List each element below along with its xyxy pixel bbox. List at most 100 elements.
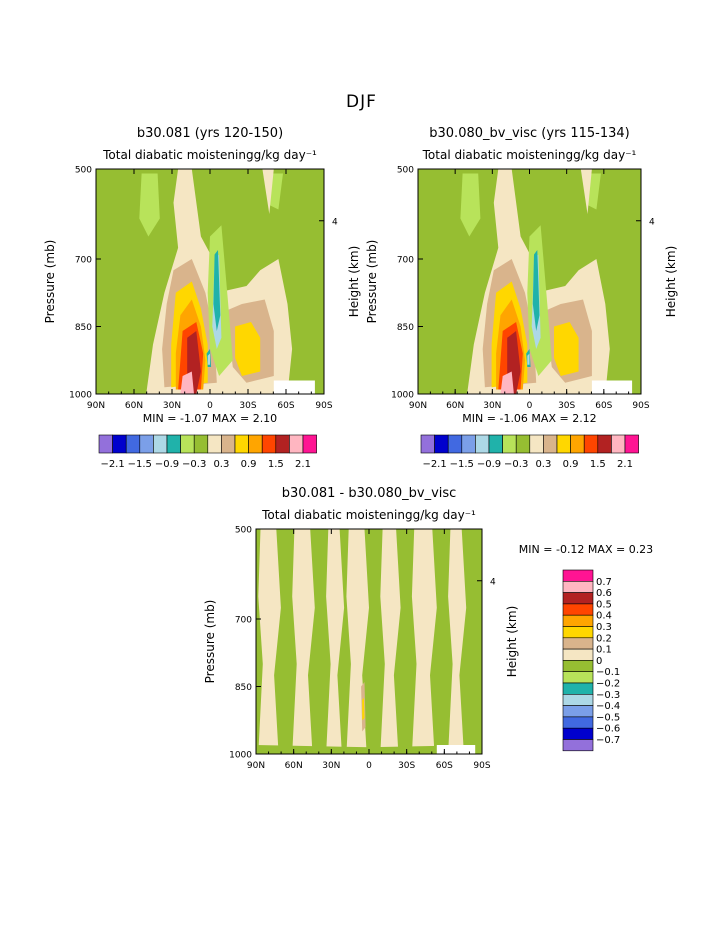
contour-region bbox=[213, 250, 221, 331]
chart-subtitle: Total diabatic moisteningg/kg day⁻¹ bbox=[102, 148, 317, 162]
contour-region bbox=[273, 380, 315, 394]
colorbar-swatch bbox=[248, 434, 263, 454]
colorbar-swatch bbox=[275, 434, 290, 454]
colorbar-label: 0.4 bbox=[596, 611, 612, 622]
x-tick-label: 30N bbox=[322, 761, 340, 771]
colorbar-label: −0.3 bbox=[504, 459, 528, 470]
y-axis-label: Pressure (mb) bbox=[203, 600, 217, 684]
colorbar-swatch bbox=[562, 682, 594, 695]
chart-panel-2: b30.080_bv_visc (yrs 115-134) Total diaba… bbox=[365, 126, 678, 470]
colorbar-swatch bbox=[562, 705, 594, 718]
y-tick-label: 700 bbox=[235, 616, 252, 626]
chart-title: b30.080_bv_visc (yrs 115-134) bbox=[429, 126, 629, 141]
colorbar-label: −2.1 bbox=[100, 459, 124, 470]
colorbar-swatch bbox=[562, 727, 594, 740]
x-tick-label: 0 bbox=[366, 761, 372, 771]
y-right-axis-label: Height (km) bbox=[505, 606, 519, 677]
colorbar-swatch bbox=[562, 739, 594, 752]
contour-region bbox=[580, 169, 592, 214]
colorbar-label: −1.5 bbox=[450, 459, 474, 470]
colorbar-label: 1.5 bbox=[590, 459, 606, 470]
y-tick-label: 1000 bbox=[229, 751, 252, 761]
colorbar-swatch bbox=[302, 434, 317, 454]
colorbar-swatch bbox=[562, 660, 594, 673]
colorbar-label: 0 bbox=[596, 656, 602, 667]
colorbar-swatch bbox=[461, 434, 476, 454]
x-tick-label: 60N bbox=[125, 401, 143, 411]
min-max-stats: MIN = -1.07 MAX = 2.10 bbox=[143, 412, 277, 425]
colorbar-swatch bbox=[434, 434, 449, 454]
contour-region bbox=[139, 173, 160, 237]
colorbar-label: −1.5 bbox=[128, 459, 152, 470]
contour-region bbox=[380, 529, 401, 754]
colorbar-swatch bbox=[562, 671, 594, 684]
colorbar-swatch bbox=[153, 434, 168, 454]
colorbar-label: 0.9 bbox=[563, 459, 579, 470]
contour-field bbox=[418, 169, 641, 394]
x-tick-label: 0 bbox=[527, 401, 533, 411]
x-tick-label: 90N bbox=[247, 761, 265, 771]
contour-field bbox=[256, 529, 482, 754]
colorbar: −2.1 −1.5 −0.9 −0.3 0.3 0.9 1.5 2.1 bbox=[98, 434, 317, 470]
colorbar-swatch bbox=[207, 434, 222, 454]
x-tick-label: 60S bbox=[277, 401, 294, 411]
x-tick-label: 30N bbox=[483, 401, 501, 411]
colorbar-label: 2.1 bbox=[617, 459, 633, 470]
x-tick-label: 30N bbox=[163, 401, 181, 411]
colorbar-label: −0.4 bbox=[596, 701, 620, 712]
colorbar-label: 0.3 bbox=[535, 459, 551, 470]
chart-subtitle: Total diabatic moisteningg/kg day⁻¹ bbox=[422, 148, 637, 162]
contour-region bbox=[180, 371, 194, 394]
colorbar-swatch bbox=[529, 434, 544, 454]
colorbar-swatch bbox=[562, 637, 594, 650]
colorbar-swatch bbox=[125, 434, 141, 454]
contour-background bbox=[256, 529, 482, 754]
contour-region bbox=[532, 250, 540, 331]
colorbar-label: 0.2 bbox=[596, 633, 612, 644]
colorbar-label: 0.1 bbox=[596, 645, 612, 656]
colorbar-swatch bbox=[447, 434, 463, 454]
colorbar-label: 0.3 bbox=[596, 622, 612, 633]
colorbar: 0.70.60.50.40.30.20.10−0.1−0.2−0.3−0.4−0… bbox=[562, 569, 620, 752]
y-tick-label: 1000 bbox=[69, 391, 92, 401]
colorbar-swatch bbox=[488, 434, 503, 454]
colorbar-swatch bbox=[583, 434, 599, 454]
x-tick-label: 60S bbox=[595, 401, 612, 411]
chart-panel-1: b30.081 (yrs 120-150) Total diabatic mois… bbox=[43, 126, 361, 470]
colorbar-swatch bbox=[562, 716, 594, 729]
y-tick-label: 500 bbox=[75, 166, 92, 176]
x-tick-label: 0 bbox=[207, 401, 213, 411]
x-tick-label: 90N bbox=[409, 401, 427, 411]
contour-region bbox=[527, 353, 530, 365]
contour-region bbox=[411, 529, 437, 754]
colorbar-swatch bbox=[98, 434, 113, 454]
y-tick-label: 500 bbox=[397, 166, 414, 176]
contour-region bbox=[591, 380, 633, 394]
y-right-tick-label: 4 bbox=[332, 217, 338, 227]
x-tick-label: 90N bbox=[87, 401, 105, 411]
chart-title: b30.081 (yrs 120-150) bbox=[137, 126, 283, 141]
colorbar-swatch bbox=[166, 434, 181, 454]
colorbar-swatch bbox=[562, 592, 594, 605]
colorbar-label: −2.1 bbox=[422, 459, 446, 470]
contour-field bbox=[96, 169, 324, 394]
contour-region bbox=[262, 169, 274, 214]
colorbar-label: −0.3 bbox=[596, 690, 620, 701]
y-right-axis-label: Height (km) bbox=[347, 246, 361, 317]
colorbar-label: −0.9 bbox=[477, 459, 501, 470]
y-right-axis-label: Height (km) bbox=[664, 246, 678, 317]
colorbar-label: 0.5 bbox=[596, 599, 612, 610]
y-axis-label: Pressure (mb) bbox=[365, 240, 379, 324]
colorbar-label: 0.9 bbox=[241, 459, 257, 470]
colorbar-swatch bbox=[562, 693, 594, 706]
x-tick-label: 90S bbox=[632, 401, 649, 411]
chart-panel-3: b30.081 - b30.080_bv_visc Total diabatic … bbox=[203, 486, 653, 771]
colorbar-swatch bbox=[420, 434, 435, 454]
x-tick-label: 90S bbox=[473, 761, 490, 771]
min-max-stats: MIN = -0.12 MAX = 0.23 bbox=[519, 543, 653, 556]
colorbar-swatch bbox=[562, 569, 594, 582]
contour-region bbox=[448, 529, 467, 754]
colorbar-swatch bbox=[597, 434, 612, 454]
chart-subtitle: Total diabatic moisteningg/kg day⁻¹ bbox=[261, 508, 476, 522]
